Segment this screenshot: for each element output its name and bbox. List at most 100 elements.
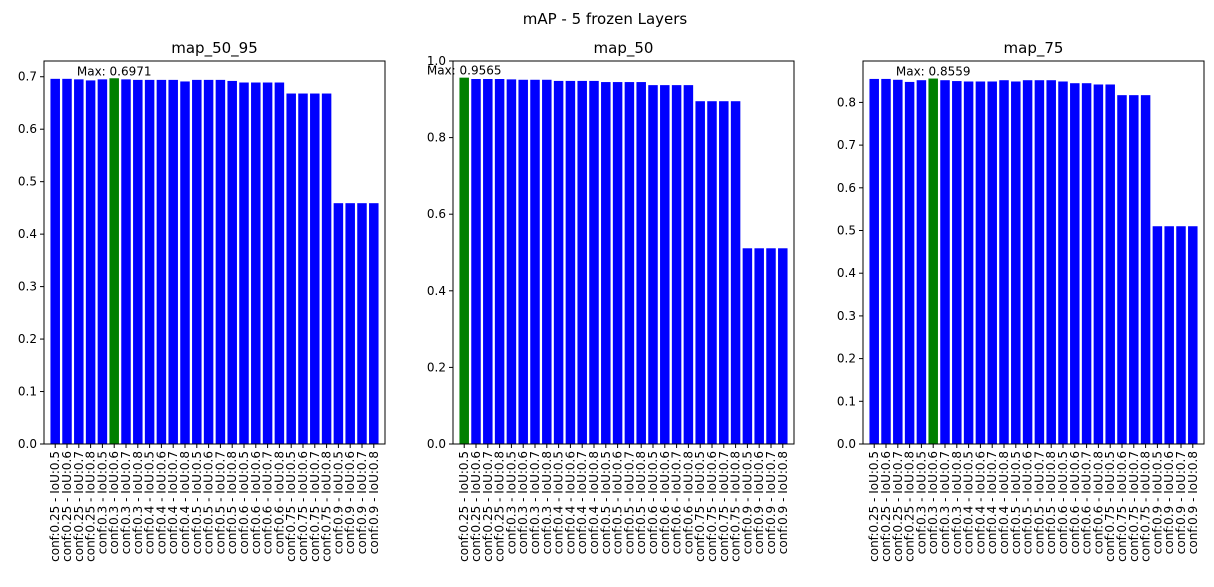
x-tick-label: conf:0.9 - IoU:0.7 <box>355 451 369 554</box>
figure-suptitle: mAP - 5 frozen Layers <box>523 10 688 28</box>
bar-max <box>928 78 938 444</box>
y-tick-label: 0.7 <box>837 138 856 152</box>
x-tick-label: conf:0.3 - IoU:0.5 <box>504 451 518 554</box>
bar <box>298 93 308 444</box>
bar <box>577 80 587 444</box>
x-tick-label: conf:0.25 - IoU:0.7 <box>72 451 86 562</box>
bar <box>778 248 788 444</box>
bar <box>719 101 729 444</box>
x-tick-label: conf:0.4 - IoU:0.5 <box>552 451 566 554</box>
x-tick-label: conf:0.5 - IoU:0.8 <box>1044 451 1058 554</box>
x-tick-label: conf:0.25 - IoU:0.5 <box>457 451 471 562</box>
bar <box>999 80 1009 444</box>
bar <box>1105 84 1115 445</box>
bar <box>648 85 658 444</box>
y-tick-label: 0.5 <box>18 175 37 189</box>
x-tick-label: conf:0.75 - IoU:0.6 <box>705 451 719 562</box>
bar <box>180 81 190 445</box>
bar <box>952 81 962 445</box>
bar <box>50 78 60 445</box>
x-tick-label: conf:0.9 - IoU:0.6 <box>343 451 357 554</box>
bar-max <box>459 77 469 445</box>
x-tick-label: conf:0.75 - IoU:0.8 <box>729 451 743 562</box>
x-tick-label: conf:0.5 - IoU:0.6 <box>1021 451 1035 554</box>
bar <box>262 82 273 444</box>
y-tick-label: 0.1 <box>18 385 37 399</box>
y-tick-label: 0.3 <box>837 309 856 323</box>
x-tick-label: conf:0.25 - IoU:0.7 <box>481 451 495 562</box>
x-tick-label: conf:0.5 - IoU:0.6 <box>202 451 216 554</box>
x-tick-label: conf:0.75 - IoU:0.5 <box>284 451 298 562</box>
x-tick-label: conf:0.6 - IoU:0.7 <box>261 451 275 554</box>
bar <box>215 79 226 445</box>
bar <box>1070 83 1080 445</box>
max-annotation: Max: 0.8559 <box>896 65 971 79</box>
x-tick-label: conf:0.5 - IoU:0.7 <box>1032 451 1046 554</box>
y-tick-label: 0.6 <box>427 207 446 221</box>
bar <box>203 79 214 445</box>
bar <box>1140 95 1151 445</box>
bar <box>869 78 879 445</box>
bar <box>904 81 915 444</box>
x-tick-label: conf:0.5 - IoU:0.8 <box>225 451 239 554</box>
x-tick-label: conf:0.75 - IoU:0.5 <box>1103 451 1117 562</box>
x-tick-label: conf:0.3 - IoU:0.8 <box>950 451 964 554</box>
x-tick-label: conf:0.25 - IoU:0.8 <box>493 451 507 562</box>
axes-frame <box>43 60 386 445</box>
bar <box>1058 81 1068 444</box>
bar <box>251 82 261 444</box>
x-tick-label: conf:0.25 - IoU:0.8 <box>903 451 917 562</box>
bar <box>612 82 623 444</box>
bar <box>695 101 705 444</box>
bar <box>357 203 367 444</box>
chart-title: map_75 <box>1004 39 1064 58</box>
x-tick-label: conf:0.4 - IoU:0.5 <box>143 451 157 554</box>
x-tick-label: conf:0.9 - IoU:0.7 <box>764 451 778 554</box>
bar <box>85 80 96 445</box>
x-tick-label: conf:0.6 - IoU:0.8 <box>1091 451 1105 554</box>
bar <box>707 101 717 444</box>
y-tick-label: 0.6 <box>18 122 37 136</box>
bar <box>1164 226 1174 444</box>
x-tick-label: conf:0.5 - IoU:0.6 <box>611 451 625 554</box>
bar <box>754 248 764 444</box>
y-tick-label: 0.8 <box>427 131 446 145</box>
x-tick-label: conf:0.3 - IoU:0.5 <box>914 451 928 554</box>
bar <box>310 93 320 444</box>
x-tick-label: conf:0.25 - IoU:0.7 <box>891 451 905 562</box>
bar <box>518 79 528 444</box>
bar <box>963 81 974 444</box>
y-tick-label: 0.2 <box>837 352 856 366</box>
y-tick-label: 0.2 <box>427 360 446 374</box>
bar <box>1176 226 1186 444</box>
bar <box>683 85 694 444</box>
y-tick-label: 0.3 <box>18 280 37 294</box>
x-tick-label: conf:0.3 - IoU:0.7 <box>119 451 133 554</box>
x-tick-label: conf:0.25 - IoU:0.8 <box>84 451 98 562</box>
bar <box>1117 95 1127 445</box>
bar <box>506 79 517 444</box>
max-annotation: Max: 0.9565 <box>427 64 502 78</box>
bar <box>987 81 997 444</box>
y-tick-label: 0.1 <box>837 394 856 408</box>
x-tick-label: conf:0.5 - IoU:0.5 <box>1009 451 1023 554</box>
x-tick-label: conf:0.4 - IoU:0.7 <box>166 451 180 554</box>
x-tick-label: conf:0.5 - IoU:0.8 <box>634 451 648 554</box>
x-tick-label: conf:0.25 - IoU:0.5 <box>48 451 62 562</box>
x-tick-label: conf:0.6 - IoU:0.6 <box>1068 451 1082 554</box>
bar <box>345 203 355 444</box>
bar <box>97 79 108 445</box>
bar <box>624 82 635 444</box>
axes-frame <box>452 60 795 445</box>
x-tick-label: conf:0.9 - IoU:0.8 <box>776 451 790 554</box>
x-tick-label: conf:0.6 - IoU:0.5 <box>237 451 251 554</box>
bar <box>333 203 344 444</box>
y-tick-label: 0.0 <box>18 437 37 451</box>
x-tick-label: conf:0.3 - IoU:0.6 <box>516 451 530 554</box>
max-annotation: Max: 0.6971 <box>77 64 152 78</box>
chart-title: map_50_95 <box>171 39 258 58</box>
bar <box>1046 80 1056 444</box>
chart-panel-map_75: map_75 0.0 0.1 0.2 0.3 0.4 0.5 0.6 0.7 0.8 conf:0.… <box>837 39 1205 562</box>
x-tick-label: conf:0.9 - IoU:0.5 <box>331 451 345 554</box>
x-tick-label: conf:0.4 - IoU:0.7 <box>575 451 589 554</box>
